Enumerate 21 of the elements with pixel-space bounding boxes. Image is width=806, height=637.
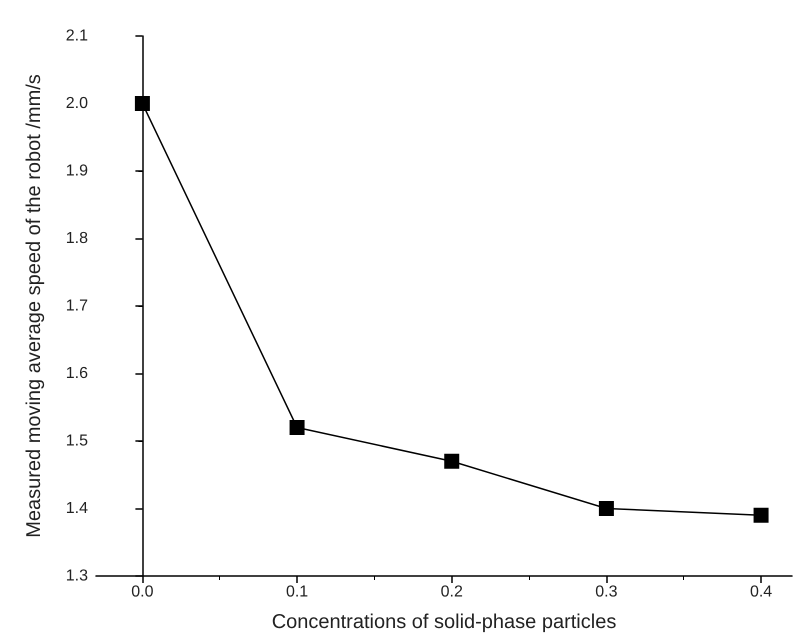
y-axis-title: Measured moving average speed of the robot /mm/s (23, 74, 45, 538)
y-tick-label: 1.9 (66, 162, 88, 180)
y-tick-label: 2.0 (66, 95, 88, 112)
point (290, 420, 305, 435)
y-tick-label: 1.8 (66, 230, 88, 247)
point (598, 501, 614, 516)
y-tick-label: 1.7 (66, 298, 88, 314)
y-tick-label: 1.6 (66, 365, 88, 382)
y-tick-label: 1.3 (66, 568, 88, 584)
x-axis-title: Concentrations of solid-phase particles (272, 611, 616, 633)
point (754, 508, 769, 523)
x-tick-label: 0.3 (595, 584, 618, 600)
x-tick-label: 0.4 (750, 584, 772, 600)
x-tick-label: 0.0 (131, 584, 154, 600)
y-tick-label: 2.1 (66, 28, 88, 44)
x-tick-label: 0.1 (286, 584, 308, 600)
x-tick-label: 0.2 (440, 584, 463, 600)
y-tick-label: 1.5 (66, 432, 88, 450)
point (444, 454, 460, 469)
point (134, 96, 150, 111)
y-tick-label: 1.4 (66, 500, 88, 517)
